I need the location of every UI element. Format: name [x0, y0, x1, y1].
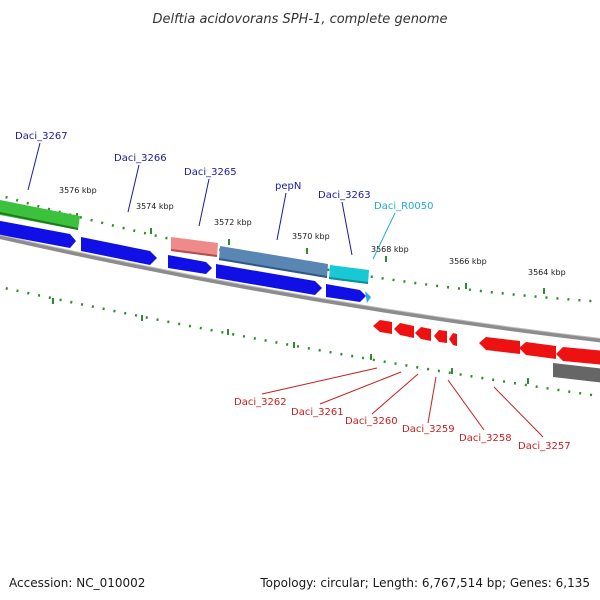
gene-label-daci-3259: Daci_3259: [402, 424, 455, 435]
outer-tick-dots: [0, 194, 600, 303]
gene-feature-pink-edge: [170, 249, 218, 257]
genome-backbone: [0, 235, 600, 343]
leader-line: [372, 212, 396, 260]
cds-reverse: [449, 333, 457, 346]
cds-reverse: [394, 323, 414, 338]
tick-label: 3570 kbp: [292, 232, 330, 241]
gene-label-daci-r0050: Daci_R0050: [374, 201, 434, 212]
leader-line: [27, 142, 41, 191]
leader-line: [319, 371, 402, 405]
gene-label-daci-3258: Daci_3258: [459, 433, 512, 444]
cds-forward: [216, 264, 322, 295]
rna-feature: [365, 291, 371, 303]
gene-feature-green-edge: [0, 212, 79, 230]
genome-title: Delftia acidovorans SPH-1, complete geno…: [152, 12, 447, 27]
leader-line: [341, 201, 353, 256]
cds-reverse: [415, 327, 431, 341]
gene-feature-gray: [553, 363, 600, 383]
topology-text: Topology: circular; Length: 6,767,514 bp…: [259, 576, 590, 590]
leader-line: [447, 379, 485, 431]
leader-line: [427, 376, 437, 424]
leader-line: [276, 192, 287, 241]
gene-feature-cyan-edge: [328, 277, 369, 284]
tick-label: 3572 kbp: [214, 218, 252, 227]
gene-feature-steel: [219, 246, 328, 278]
tick-label: 3566 kbp: [449, 257, 487, 266]
leader-line: [127, 164, 140, 213]
tick-label: 3564 kbp: [528, 268, 566, 277]
gene-label-daci-3266: Daci_3266: [114, 153, 167, 164]
leader-line: [371, 373, 419, 415]
inner-tick-track: [0, 285, 600, 398]
gene-label-daci-3261: Daci_3261: [291, 407, 344, 418]
gene-label-daci-3263: Daci_3263: [318, 190, 371, 201]
gene-label-daci-3267: Daci_3267: [15, 131, 68, 142]
cds-reverse: [519, 342, 556, 359]
cds-reverse: [434, 330, 447, 343]
forward-gene-labels: Daci_3267 Daci_3266 Daci_3265 pepN Daci_…: [15, 131, 434, 260]
gene-label-daci-3257: Daci_3257: [518, 441, 571, 452]
reverse-gene-labels: Daci_3262 Daci_3261 Daci_3260 Daci_3259 …: [234, 367, 571, 452]
cds-forward: [168, 255, 212, 274]
cds-reverse: [479, 337, 520, 354]
cds-forward: [326, 284, 366, 302]
cds-reverse: [556, 347, 600, 365]
gene-label-daci-3260: Daci_3260: [345, 416, 398, 427]
cds-forward: [81, 237, 157, 265]
leader-line: [261, 367, 378, 395]
gene-feature-steel-edge: [218, 258, 328, 278]
accession-text: Accession: NC_010002: [9, 576, 145, 590]
tick-labels: 3576 kbp 3574 kbp 3572 kbp 3570 kbp 3568…: [59, 186, 566, 277]
gene-label-daci-3262: Daci_3262: [234, 397, 287, 408]
tick-label: 3576 kbp: [59, 186, 97, 195]
leader-line: [198, 178, 210, 227]
gene-label-pepn: pepN: [275, 181, 301, 192]
leader-line: [493, 386, 544, 438]
tick-label: 3568 kbp: [371, 245, 409, 254]
cds-forward: [0, 220, 76, 248]
reverse-features: [373, 320, 600, 383]
tick-label: 3574 kbp: [136, 202, 174, 211]
inner-major-ticks: [52, 298, 529, 384]
gene-label-daci-3265: Daci_3265: [184, 167, 237, 178]
genome-backbone-highlight: [0, 234, 600, 339]
forward-features: [0, 200, 371, 303]
cds-reverse: [373, 320, 392, 334]
gene-feature-green: [0, 200, 80, 230]
